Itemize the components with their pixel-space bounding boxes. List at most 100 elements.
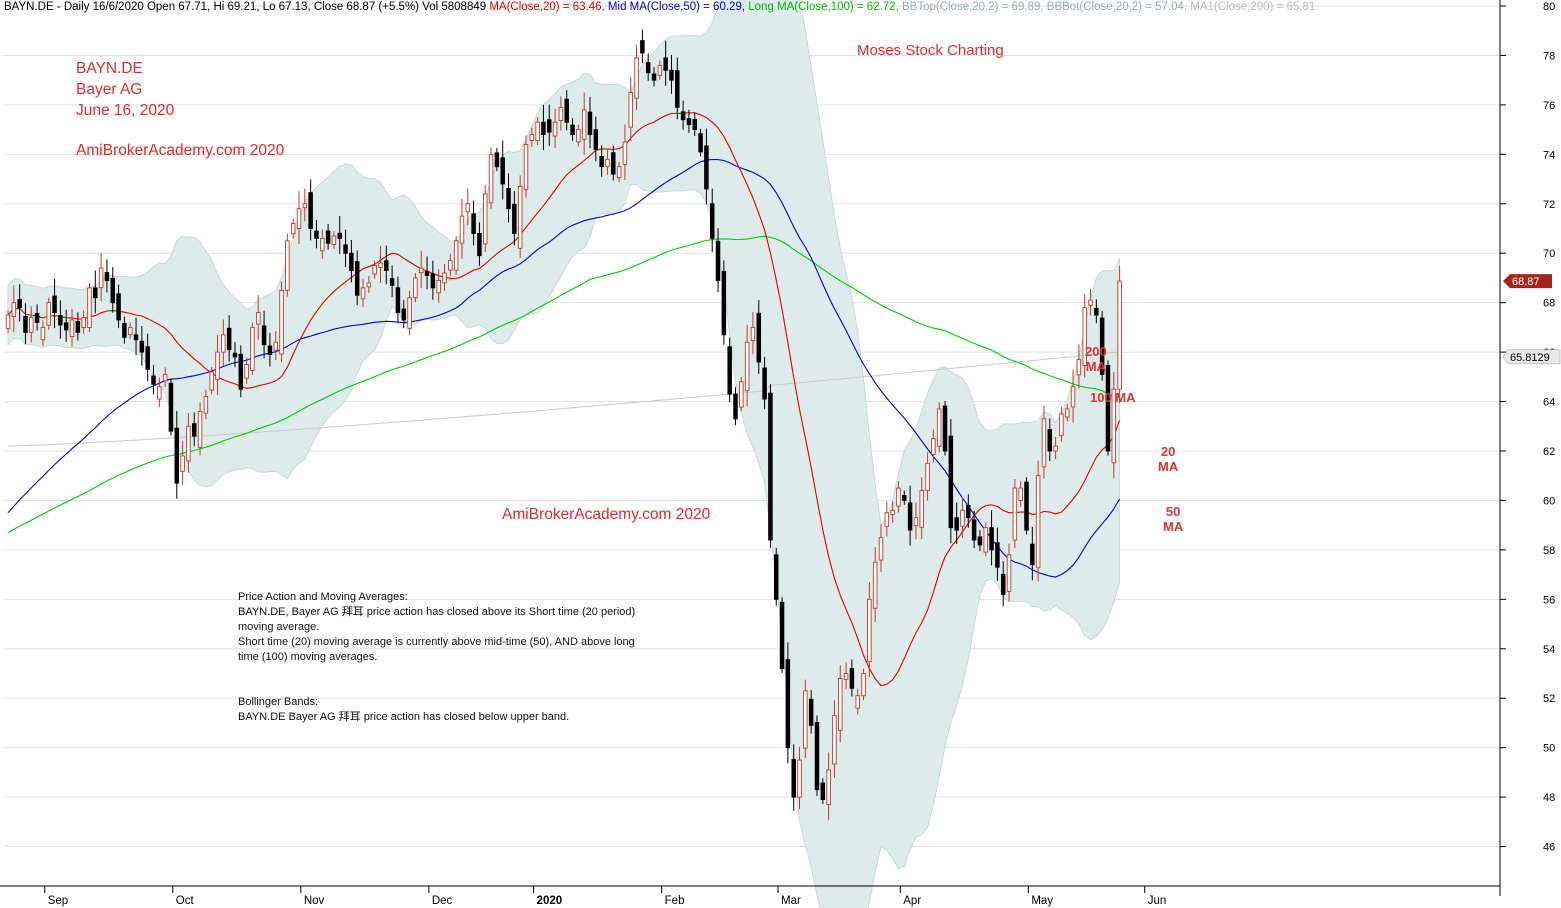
candle-32 xyxy=(191,412,197,447)
candle-90 xyxy=(529,127,535,147)
candle-132 xyxy=(773,547,779,606)
candle-87 xyxy=(512,191,517,246)
candle-107 xyxy=(628,77,633,141)
candle-37 xyxy=(221,319,226,366)
candle-134 xyxy=(785,642,791,764)
candle-down xyxy=(17,299,22,309)
candle-64 xyxy=(378,245,383,283)
candle-156 xyxy=(913,502,919,540)
candle-24 xyxy=(145,333,150,382)
candle-down xyxy=(512,203,517,234)
candle-up xyxy=(87,287,92,329)
candle-down xyxy=(267,345,273,356)
candle-up xyxy=(98,267,104,289)
candle-down xyxy=(785,659,791,749)
candle-129 xyxy=(756,300,762,374)
candle-down xyxy=(570,124,575,136)
candle-down xyxy=(715,240,721,281)
candle-137 xyxy=(803,679,808,759)
header-bbtop: BBTop(Close,20,2) = 69.89, xyxy=(898,1,1044,13)
candle-167 xyxy=(977,529,983,552)
candle-133 xyxy=(779,597,785,674)
candle-down xyxy=(541,121,546,136)
candle-122 xyxy=(715,228,721,293)
candle-up xyxy=(203,396,209,414)
y-tick-label-64: 64 xyxy=(1543,397,1555,409)
y-tick-label-62: 62 xyxy=(1543,446,1555,458)
candle-140 xyxy=(820,778,826,805)
candle-131 xyxy=(768,384,773,549)
candle-down xyxy=(599,156,604,168)
watermark-moses: Moses Stock Charting xyxy=(857,42,1004,59)
candle-down xyxy=(680,111,686,121)
candle-3 xyxy=(23,303,28,345)
candle-49 xyxy=(290,218,296,239)
candle-down xyxy=(122,323,127,338)
candle-down xyxy=(401,308,407,321)
candle-up xyxy=(1053,445,1058,452)
candle-2 xyxy=(17,284,22,322)
candle-20 xyxy=(122,316,127,344)
candle-up xyxy=(913,517,919,527)
candle-100 xyxy=(587,96,593,149)
candle-down xyxy=(471,213,476,234)
candle-down xyxy=(494,152,500,168)
header-prefix: BAYN.DE - Daily 16/6/2020 Open 67.71, Hi… xyxy=(4,1,490,13)
candle-121 xyxy=(709,188,715,253)
candle-111 xyxy=(651,66,657,87)
candle-175 xyxy=(1024,477,1029,535)
candle-down xyxy=(168,382,174,432)
candle-130 xyxy=(762,356,767,410)
candle-down xyxy=(989,527,994,551)
x-tick-label-Sep: Sep xyxy=(48,895,68,907)
candle-up xyxy=(925,462,930,492)
candle-190 xyxy=(1111,371,1117,479)
candle-106 xyxy=(622,124,628,181)
candle-16 xyxy=(98,252,104,302)
candle-up xyxy=(418,267,424,274)
candle-182 xyxy=(1064,404,1070,422)
candle-down xyxy=(645,62,651,74)
candle-down xyxy=(611,152,616,175)
candle-down xyxy=(814,722,820,791)
candle-up xyxy=(29,317,34,333)
candle-23 xyxy=(139,325,145,366)
candle-up xyxy=(11,302,17,317)
commentary-pa-line2: moving average. xyxy=(238,621,320,633)
candle-180 xyxy=(1053,436,1058,460)
y-tick-label-56: 56 xyxy=(1543,594,1555,606)
candle-up xyxy=(40,326,46,341)
candle-58 xyxy=(343,229,348,267)
candle-62 xyxy=(366,275,372,294)
candle-63 xyxy=(372,260,377,279)
candle-down xyxy=(820,782,826,801)
candle-up xyxy=(407,297,412,329)
commentary-bb-title: Bollinger Bands: xyxy=(238,696,319,708)
candle-94 xyxy=(552,109,558,148)
candle-down xyxy=(692,119,698,131)
candle-171 xyxy=(1000,561,1006,607)
candle-164 xyxy=(960,497,965,539)
candle-127 xyxy=(744,324,750,407)
candle-53 xyxy=(314,220,319,249)
candle-up xyxy=(366,282,372,288)
candle-down xyxy=(58,315,63,326)
candle-34 xyxy=(203,389,209,420)
candle-5 xyxy=(34,304,40,331)
last-price-tag xyxy=(1503,274,1552,289)
candle-down xyxy=(1047,429,1053,452)
candle-26 xyxy=(157,377,162,408)
candle-151 xyxy=(884,501,890,537)
candle-down xyxy=(34,312,40,323)
candle-up xyxy=(320,237,325,252)
candle-down xyxy=(675,70,680,108)
candle-up xyxy=(931,438,936,455)
chart-date: June 16, 2020 xyxy=(76,102,175,119)
candle-down xyxy=(640,40,645,54)
y-tick-label-74: 74 xyxy=(1543,149,1555,161)
candle-66 xyxy=(389,265,395,298)
x-tick-label-Nov: Nov xyxy=(304,895,325,907)
candle-21 xyxy=(127,322,133,340)
candle-up xyxy=(244,364,249,379)
